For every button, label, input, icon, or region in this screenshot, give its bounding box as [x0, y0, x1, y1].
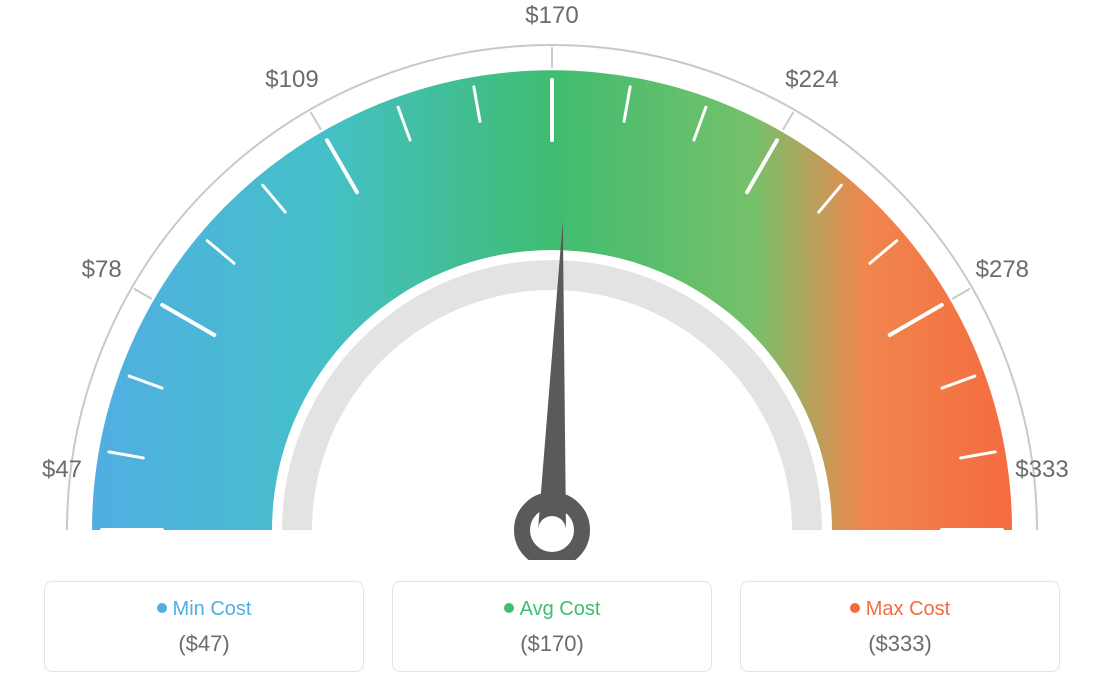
legend-card-min: Min Cost ($47) [44, 581, 364, 672]
gauge-tick-label: $170 [525, 2, 578, 30]
gauge-tick-label: $224 [785, 66, 838, 94]
gauge-tick-label: $47 [42, 456, 82, 484]
legend-title-avg: Avg Cost [393, 598, 711, 621]
dot-icon [157, 603, 167, 613]
legend-value-avg: ($170) [393, 631, 711, 657]
gauge-tick-label: $333 [1015, 456, 1068, 484]
legend-label-min: Min Cost [173, 598, 252, 620]
gauge-svg [0, 0, 1104, 560]
legend-card-avg: Avg Cost ($170) [392, 581, 712, 672]
legend-value-min: ($47) [45, 631, 363, 657]
legend-label-max: Max Cost [866, 598, 950, 620]
legend-row: Min Cost ($47) Avg Cost ($170) Max Cost … [0, 581, 1104, 672]
gauge-area: $47 $78 $109 $170 $224 $278 $333 [0, 0, 1104, 560]
gauge-tick-label: $109 [265, 66, 318, 94]
legend-value-max: ($333) [741, 631, 1059, 657]
gauge-tick-label: $78 [82, 256, 122, 284]
legend-title-min: Min Cost [45, 598, 363, 621]
legend-card-max: Max Cost ($333) [740, 581, 1060, 672]
legend-title-max: Max Cost [741, 598, 1059, 621]
gauge-tick-label: $278 [976, 256, 1029, 284]
legend-label-avg: Avg Cost [520, 598, 601, 620]
dot-icon [850, 603, 860, 613]
dot-icon [504, 603, 514, 613]
cost-gauge-infographic: $47 $78 $109 $170 $224 $278 $333 Min Cost ($47… [0, 0, 1104, 690]
